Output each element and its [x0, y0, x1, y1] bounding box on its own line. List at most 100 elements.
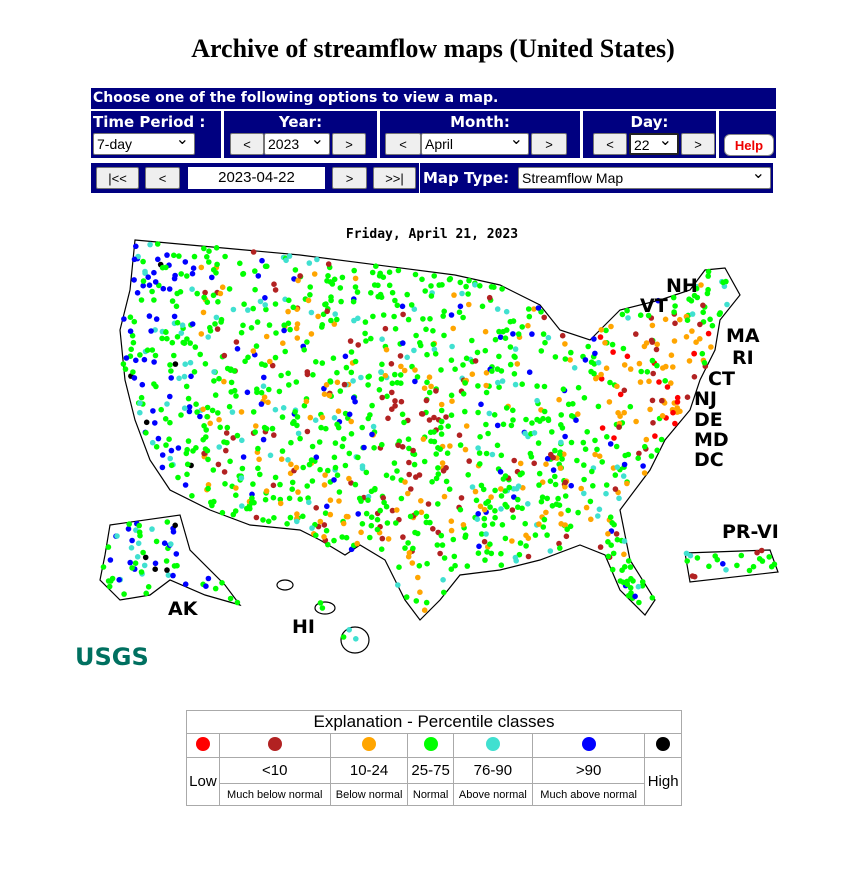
gauge-dot [519, 324, 525, 330]
gauge-dot [413, 332, 419, 339]
gauge-dot [627, 564, 634, 570]
gauge-dot [127, 328, 134, 334]
month-select[interactable]: April [421, 130, 529, 155]
gauge-dot [543, 509, 549, 516]
gauge-dot [233, 492, 239, 499]
gauge-dot [723, 567, 729, 573]
gauge-dot [257, 298, 264, 305]
gauge-dot [460, 391, 467, 397]
gauge-dot [325, 467, 331, 474]
map-type-select[interactable]: Streamflow Map [518, 164, 771, 189]
gauge-dot [562, 493, 569, 499]
gauge-dot [463, 283, 469, 290]
gauge-dot [315, 313, 321, 320]
gauge-dot [689, 311, 696, 317]
gauge-dot [181, 340, 188, 346]
gauge-dot [354, 540, 361, 547]
gauge-dot [227, 458, 233, 465]
gauge-dot [412, 367, 418, 373]
gauge-dot [188, 373, 194, 380]
last-button[interactable]: >>| [373, 167, 416, 189]
gauge-dot [405, 553, 412, 560]
gauge-dot [536, 482, 542, 488]
gauge-dot [504, 504, 510, 510]
gauge-dot [285, 457, 291, 463]
gauge-dot [363, 510, 370, 517]
gauge-dot [238, 475, 245, 481]
gauge-dot [317, 600, 324, 606]
gauge-dot [595, 403, 602, 410]
gauge-dot [276, 388, 283, 395]
gauge-dot [200, 406, 206, 413]
day-next[interactable]: > [681, 133, 715, 155]
gauge-dot [319, 360, 326, 366]
month-next[interactable]: > [531, 133, 567, 155]
year-prev[interactable]: < [230, 133, 264, 155]
legend-swatch-cell [452, 733, 533, 758]
first-button[interactable]: |<< [96, 167, 139, 189]
gauge-dot [567, 357, 573, 363]
gauge-dot [129, 332, 136, 339]
gauge-dot [654, 341, 660, 348]
gauge-dot [479, 303, 486, 310]
gauge-dot [153, 538, 160, 545]
month-prev[interactable]: < [385, 133, 421, 155]
date-field[interactable]: 2023-04-22 [188, 167, 325, 189]
gauge-dot [398, 398, 405, 405]
gauge-dot [441, 555, 448, 561]
gauge-dot [720, 279, 726, 286]
gauge-dot [178, 412, 184, 418]
gauge-dot [134, 554, 141, 560]
gauge-dot [583, 504, 590, 511]
gauge-dot [332, 464, 339, 471]
gauge-dot [205, 456, 211, 463]
gauge-dot [340, 520, 347, 527]
state-label: MA [726, 325, 760, 347]
gauge-dot [166, 286, 173, 292]
gauge-dot [647, 406, 653, 413]
gauge-dot [406, 459, 412, 466]
day-select[interactable]: 22 [629, 131, 679, 155]
legend-description: Much below normal [218, 783, 331, 806]
legend-dot [581, 736, 596, 751]
gauge-dot [145, 274, 151, 280]
day-cell: Day: < 22 > [583, 111, 716, 158]
next-button[interactable]: > [332, 167, 367, 189]
gauge-dot [435, 501, 441, 507]
gauge-dot [362, 330, 368, 337]
gauge-dot [734, 562, 740, 569]
gauge-dot [384, 520, 391, 526]
year-next[interactable]: > [332, 133, 366, 155]
state-label: DE [694, 409, 723, 431]
gauge-dot [219, 580, 225, 586]
gauge-dot [587, 498, 594, 505]
gauge-dot [668, 352, 675, 358]
prev-button[interactable]: < [145, 167, 180, 189]
gauge-dot [581, 395, 588, 401]
gauge-dot [456, 309, 463, 315]
gauge-dot [272, 301, 279, 307]
gauge-dot [149, 288, 155, 295]
pr-outline [684, 549, 779, 583]
help-button[interactable]: Help [724, 134, 774, 156]
gauge-dot [374, 526, 381, 533]
gauge-dot [389, 389, 395, 396]
gauge-dot [643, 436, 650, 443]
legend-swatch [656, 736, 671, 751]
day-prev[interactable]: < [593, 133, 627, 155]
gauge-dot [421, 607, 428, 613]
gauge-dot [684, 558, 690, 564]
gauge-dot [497, 334, 504, 340]
gauge-dot [327, 497, 334, 504]
time-period-select[interactable]: 7-day [93, 130, 195, 155]
gauge-dot [607, 441, 614, 447]
gauge-dot [240, 271, 246, 277]
gauge-dot [285, 370, 292, 377]
gauge-dot [362, 319, 369, 325]
year-select[interactable]: 2023 [264, 130, 330, 155]
gauge-dot [460, 362, 466, 368]
gauge-dot [564, 526, 570, 533]
gauge-dot [431, 346, 438, 353]
gauge-dots [100, 241, 778, 642]
gauge-dot [215, 299, 221, 305]
